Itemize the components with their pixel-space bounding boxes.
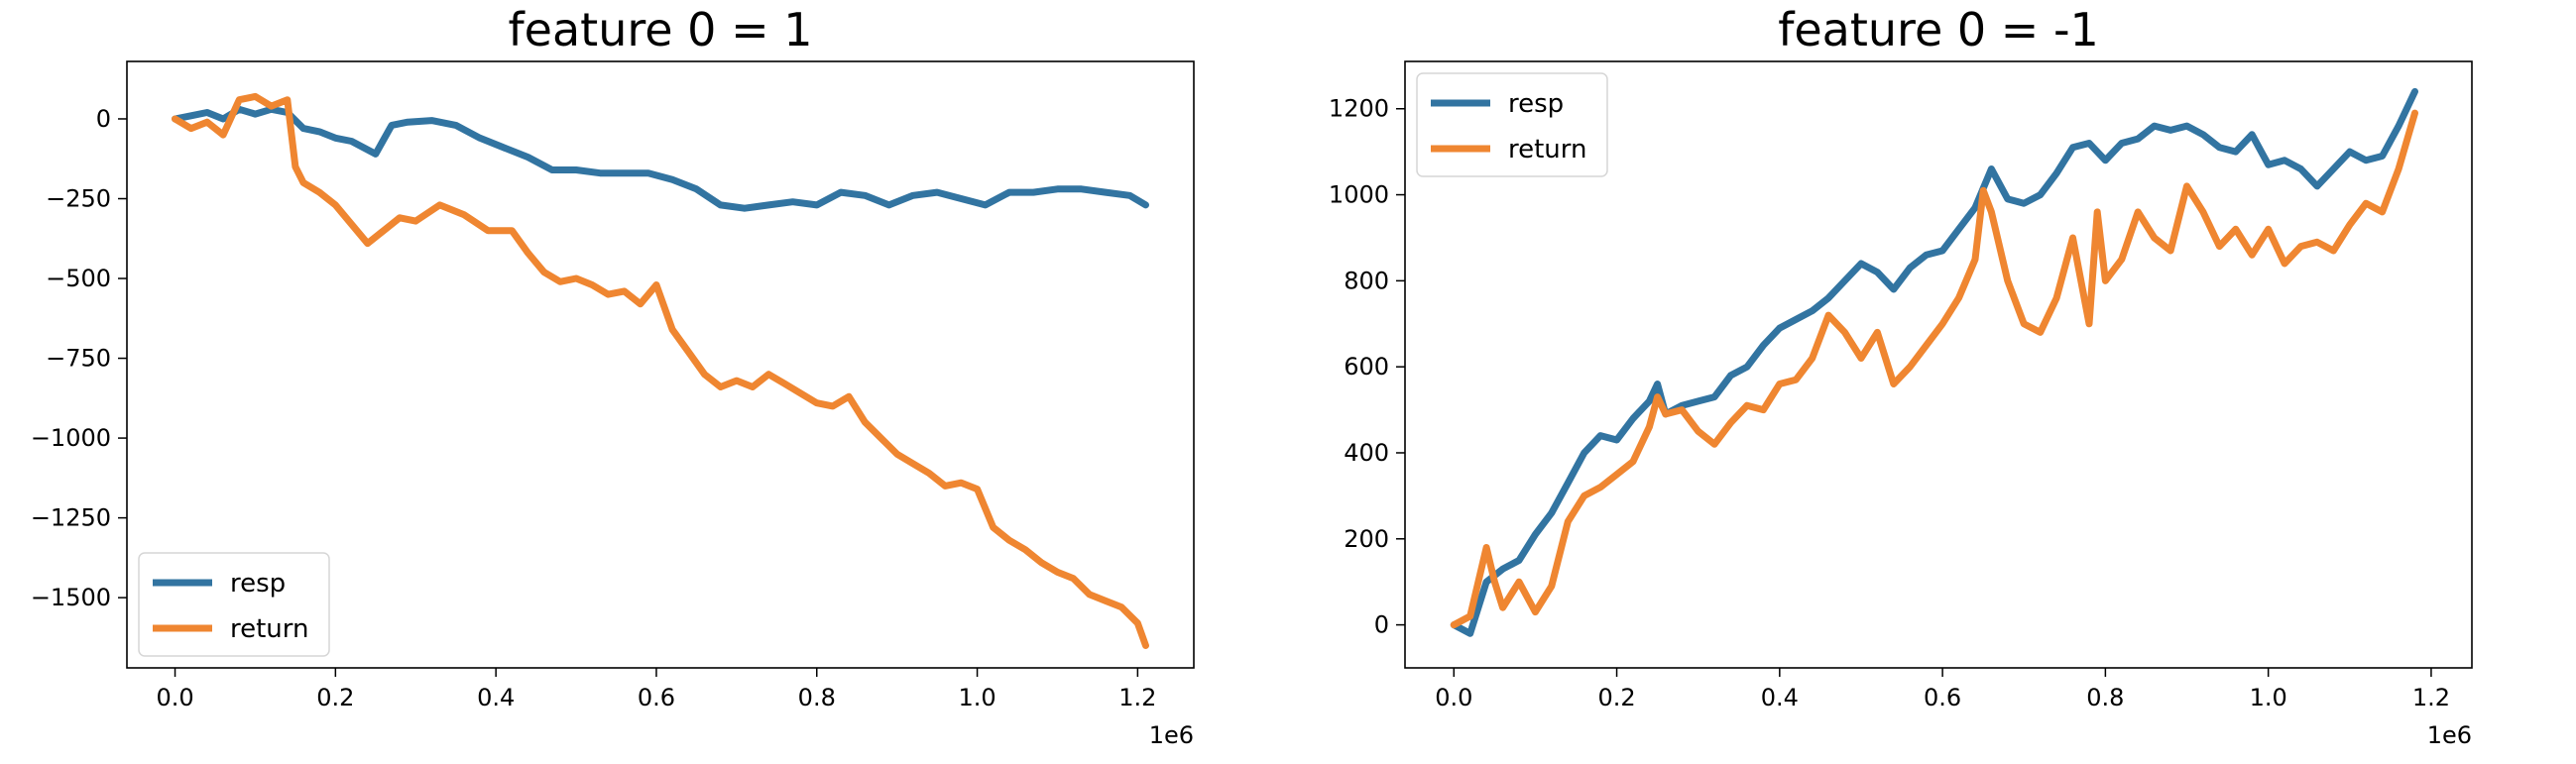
chart-2-x-tick-label: 1.2	[2412, 684, 2450, 711]
chart-2-x-offset-label: 1e6	[2427, 721, 2472, 749]
chart-1-y-tick-label: −750	[46, 345, 111, 373]
chart-1-y-tick-label: −1000	[31, 424, 111, 452]
chart-1-plot-frame	[126, 60, 1195, 669]
chart-2-y-tick-label: 1000	[1329, 181, 1389, 209]
chart-2-x-tick-label: 0.6	[1924, 684, 1961, 711]
chart-2-y-tick-label: 1200	[1329, 95, 1389, 123]
chart-1-x-tick-label: 0.8	[798, 684, 836, 711]
chart-1-title: feature 0 = 1	[508, 3, 812, 56]
chart-2-x-tick-label: 0.0	[1435, 684, 1472, 711]
chart-1-y-tick-label: −250	[46, 185, 111, 213]
chart-1-x-tick-label: 1.2	[1118, 684, 1156, 711]
chart-2-legend-label: resp	[1508, 89, 1564, 119]
chart-1-y-tick-label: −1500	[31, 584, 111, 611]
chart-2-legend-label: return	[1508, 135, 1587, 164]
chart-1-x-tick-label: 0.0	[156, 684, 193, 711]
chart-2-x-tick-label: 0.2	[1597, 684, 1635, 711]
chart-1-y-tick-label: −1250	[31, 504, 111, 532]
chart-2-y-tick-label: 200	[1344, 525, 1389, 553]
chart-2-title: feature 0 = -1	[1778, 3, 2099, 56]
chart-2-x-tick-label: 0.4	[1761, 684, 1799, 711]
chart-1: feature 0 = 1 0.0 0.2 0.4 0.6 0.8 1.0 1.2 1e6 0 −2…	[31, 3, 1195, 749]
chart-1-x-tick-label: 0.6	[638, 684, 675, 711]
chart-2-x-tick-label: 0.8	[2086, 684, 2124, 711]
chart-2-legend: resp return	[1416, 72, 1608, 177]
chart-1-x-offset-label: 1e6	[1149, 721, 1194, 749]
chart-1-legend-label: return	[230, 614, 309, 644]
chart-1-series-resp-line	[172, 105, 1149, 212]
chart-2-y-tick-label: 0	[1374, 611, 1389, 639]
chart-1-x-tick-label: 1.0	[958, 684, 995, 711]
chart-1-x-tick-label: 0.2	[316, 684, 354, 711]
chart-2-series-resp-line	[1450, 87, 2418, 637]
chart-1-y-tick-label: −500	[46, 265, 111, 292]
chart-2-x-tick-label: 1.0	[2250, 684, 2287, 711]
chart-1-series-return-line	[172, 92, 1149, 649]
chart-2-y-tick-label: 800	[1344, 267, 1389, 294]
chart-2-y-tick-label: 600	[1344, 353, 1389, 381]
chart-2: feature 0 = -1 0.0 0.2 0.4 0.6 0.8 1.0 1.2 1e6 0 2…	[1329, 3, 2473, 749]
chart-1-legend-label: resp	[230, 569, 286, 599]
chart-1-legend: resp return	[138, 552, 330, 657]
chart-2-y-tick-label: 400	[1344, 439, 1389, 467]
chart-1-x-tick-label: 0.4	[477, 684, 515, 711]
chart-2-series-return-line	[1450, 109, 2418, 629]
chart-2-plot-frame	[1404, 60, 2473, 669]
chart-1-y-tick-label: 0	[96, 105, 111, 133]
